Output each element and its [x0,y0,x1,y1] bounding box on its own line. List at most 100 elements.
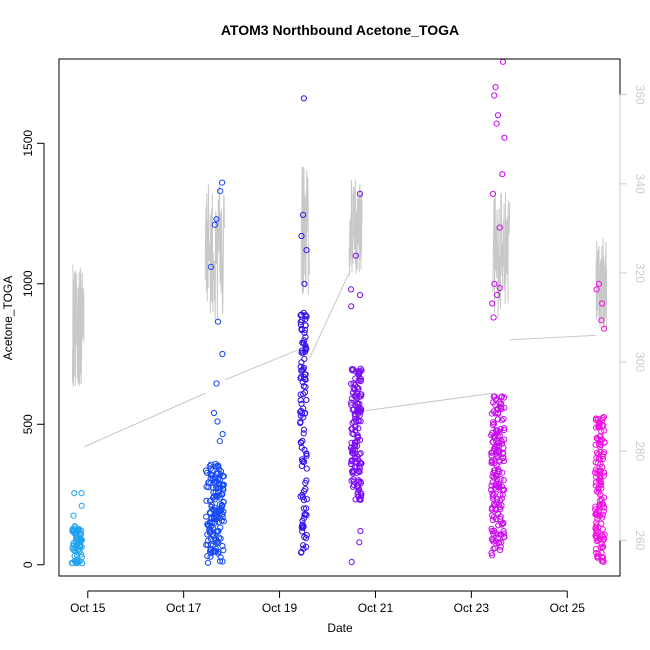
data-point [494,475,501,482]
data-point [347,286,355,293]
data-point [213,216,220,223]
data-point [599,300,606,307]
data-point [494,416,501,423]
points-layer [68,58,608,567]
data-point [301,337,308,344]
x-tick-label: Oct 19 [262,601,298,615]
data-point [215,509,222,516]
data-point [495,439,503,446]
data-point [301,329,308,336]
data-point [215,470,222,477]
data-point [211,475,218,482]
data-point [70,547,77,554]
data-point [303,505,310,512]
data-point [71,490,78,497]
data-point [356,459,364,466]
data-point [592,417,600,424]
data-point [204,521,212,528]
data-point [300,426,307,433]
data-point [348,558,355,566]
data-point [216,438,223,445]
data-point [489,493,496,500]
data-point [297,439,305,446]
y-tick-label: 1000 [21,270,35,297]
data-point [601,535,608,542]
data-point [489,190,497,197]
x-axis-label: Date [327,621,353,635]
data-point [78,502,85,509]
data-point [492,84,499,91]
data-point [600,325,608,332]
data-point [357,418,364,425]
data-point [217,515,224,522]
data-point [219,482,226,489]
data-point [491,92,498,99]
data-point [496,224,503,231]
data-point [497,547,504,554]
data-point [298,325,305,332]
data-point [203,513,210,520]
data-point [501,426,508,434]
data-point [500,454,507,462]
data-point [357,450,364,457]
data-point [211,221,218,228]
data-point [490,399,497,406]
data-point [301,488,308,495]
data-point [299,521,306,528]
data-point [301,533,308,541]
data-point [298,232,305,240]
data-point [501,425,508,432]
data-point [491,280,498,287]
y2-tick-label: 360 [633,85,647,105]
altitude-connector [84,392,206,448]
data-point [490,501,498,508]
data-point [600,543,607,550]
y2-tick-label: 260 [633,530,647,550]
data-point [355,468,362,475]
data-point [206,463,213,470]
data-point [348,303,355,310]
data-point [210,493,218,500]
data-point [203,469,211,476]
altitude-line [348,179,363,276]
data-point [496,398,503,406]
data-point [356,291,364,299]
data-point [297,493,304,500]
data-point [76,541,83,548]
data-point [214,418,221,425]
data-point [214,476,221,483]
data-point [298,407,305,415]
data-point [303,345,310,353]
data-point [490,538,497,545]
data-point [593,449,601,456]
data-point [599,453,606,460]
y-tick-label: 500 [21,414,35,434]
data-point [494,112,502,119]
data-point [501,394,508,401]
data-point [303,477,310,484]
data-point [593,286,600,293]
data-point [204,559,212,566]
data-point [219,542,226,550]
data-point [209,494,217,501]
data-point [70,512,77,519]
data-point [494,291,501,299]
x-tick-label: Oct 15 [70,601,106,615]
data-point [599,414,606,422]
data-point [497,515,504,523]
data-point [598,520,605,527]
y2-tick-label: 280 [633,441,647,461]
data-point [491,460,498,467]
data-point [592,546,600,553]
data-point [300,515,308,522]
data-point [488,482,495,489]
data-point [597,479,605,486]
data-point [597,491,604,498]
data-point [489,429,496,436]
data-point [498,521,505,528]
data-point [300,545,307,552]
altitude-connector [224,348,301,381]
data-point [301,326,308,333]
data-point [348,439,355,446]
data-point [302,348,309,355]
